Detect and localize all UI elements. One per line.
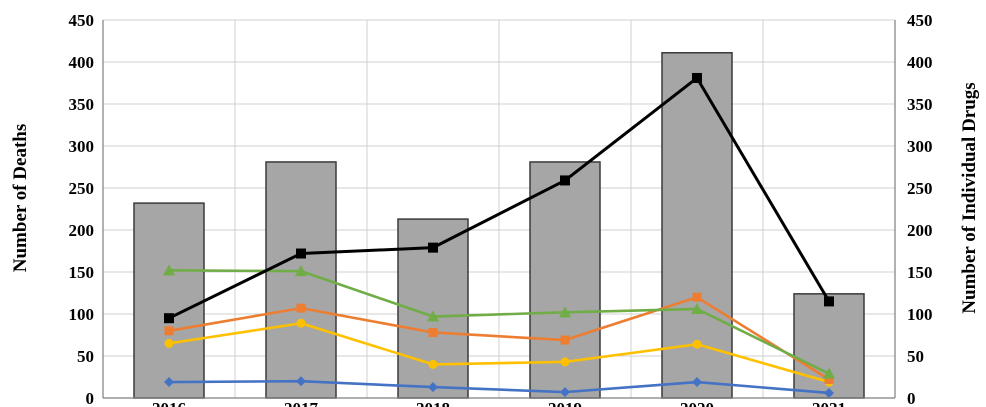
series-1-point-2020 bbox=[691, 302, 703, 314]
series-4-point-2019 bbox=[560, 387, 570, 398]
series-0-point-2019 bbox=[560, 175, 570, 186]
y-tick-label-right: 250 bbox=[907, 179, 933, 198]
y-tick-label-right: 100 bbox=[907, 305, 933, 324]
series-1-point-2017 bbox=[295, 265, 307, 277]
x-tick-label: 2018 bbox=[416, 399, 450, 407]
series-0-point-2021 bbox=[824, 296, 834, 307]
series-4-point-2021 bbox=[824, 387, 834, 398]
series-4-point-2017 bbox=[296, 376, 306, 387]
series-line-2 bbox=[168, 295, 830, 381]
y-tick-label-right: 400 bbox=[907, 53, 933, 72]
y-tick-label-left: 250 bbox=[69, 179, 95, 198]
series-1-point-2016 bbox=[163, 264, 175, 276]
series-3-point-2016 bbox=[164, 338, 174, 348]
series-0-point-2018 bbox=[428, 242, 438, 253]
series-0-point-2020 bbox=[692, 72, 702, 83]
gridlines bbox=[103, 19, 895, 398]
y-tick-label-right: 450 bbox=[907, 11, 933, 30]
y-tick-label-left: 200 bbox=[69, 221, 95, 240]
series-2-point-2021 bbox=[824, 375, 834, 385]
x-tick-label: 2019 bbox=[548, 399, 582, 407]
y-tick-label-right: 300 bbox=[907, 137, 933, 156]
y-tick-label-right: 150 bbox=[907, 263, 933, 282]
bar-deaths-2016 bbox=[133, 202, 205, 399]
series-4-point-2020 bbox=[692, 377, 702, 388]
y-tick-label-left: 450 bbox=[69, 11, 95, 30]
series-2-point-2020 bbox=[692, 292, 702, 302]
x-tick-label: 2017 bbox=[284, 399, 319, 407]
y-tick-label-left: 300 bbox=[69, 137, 95, 156]
series-line-4 bbox=[168, 379, 830, 395]
y-tick-label-left: 0 bbox=[86, 389, 95, 407]
y-tick-label-right: 0 bbox=[907, 389, 916, 407]
y-axis-title-left: Number of Deaths bbox=[10, 124, 31, 272]
series-0-point-2017 bbox=[296, 248, 306, 259]
x-tick-label: 2021 bbox=[812, 399, 846, 407]
series-line-1 bbox=[168, 269, 830, 375]
series-4-point-2018 bbox=[428, 382, 438, 393]
series-3-point-2018 bbox=[428, 359, 438, 369]
series-line-3 bbox=[168, 321, 830, 384]
series-2-point-2016 bbox=[164, 326, 174, 336]
series-lines bbox=[163, 72, 835, 398]
series-2-point-2018 bbox=[428, 327, 438, 337]
axes bbox=[102, 20, 896, 399]
y-tick-label-right: 350 bbox=[907, 95, 933, 114]
y-tick-label-right: 200 bbox=[907, 221, 933, 240]
x-tick-label: 2016 bbox=[152, 399, 186, 407]
series-line-0 bbox=[168, 76, 831, 320]
y-axis-title-right: Number of Individual Drugs bbox=[959, 82, 980, 313]
y-tick-label-left: 350 bbox=[69, 95, 95, 114]
tick-labels: 0 0 50 50 100 100 150 150 200 200 250 250 300 300 350 3… bbox=[69, 11, 933, 407]
series-1-point-2018 bbox=[427, 310, 439, 322]
series-3-point-2017 bbox=[296, 318, 306, 328]
series-0-point-2016 bbox=[164, 313, 174, 324]
series-4-point-2016 bbox=[164, 377, 174, 388]
y-tick-label-left: 400 bbox=[69, 53, 95, 72]
series-3-point-2019 bbox=[560, 357, 570, 367]
y-tick-label-left: 150 bbox=[69, 263, 95, 282]
series-1-point-2021 bbox=[823, 367, 835, 379]
y-tick-label-left: 100 bbox=[69, 305, 95, 324]
x-tick-label: 2020 bbox=[680, 399, 714, 407]
y-tick-label-left: 50 bbox=[77, 347, 94, 366]
series-3-point-2020 bbox=[692, 339, 702, 349]
series-2-point-2017 bbox=[296, 303, 306, 313]
series-1-point-2019 bbox=[559, 306, 571, 318]
y-tick-label-right: 50 bbox=[907, 347, 924, 366]
series-2-point-2019 bbox=[560, 335, 570, 345]
